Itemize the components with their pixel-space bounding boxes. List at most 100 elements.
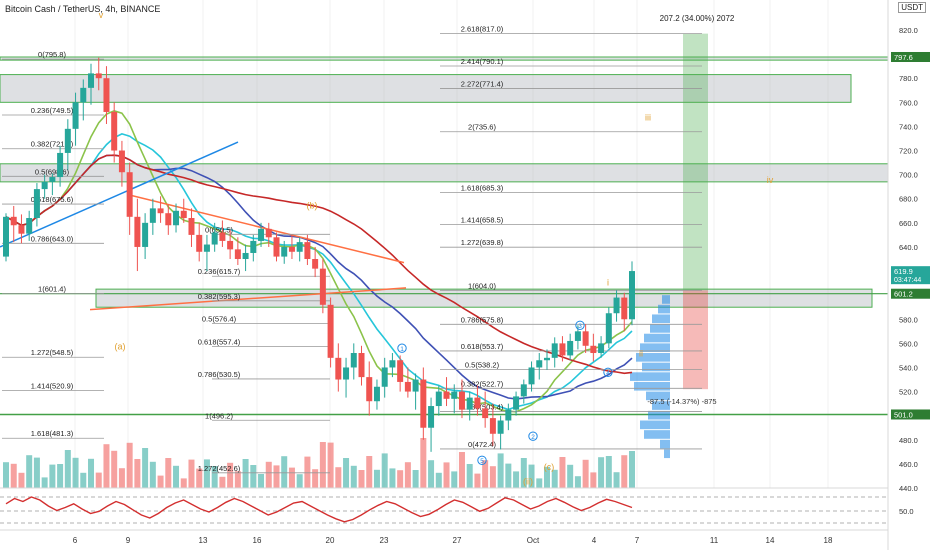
profile-bar xyxy=(644,430,670,439)
volume-bar xyxy=(258,474,265,488)
volume-bar xyxy=(41,477,48,488)
volume-bar xyxy=(103,444,110,488)
oscillator-pane xyxy=(0,490,888,530)
y-tick-label: 560.0 xyxy=(899,339,918,348)
volume-bar xyxy=(358,470,365,488)
volume-bar xyxy=(513,471,520,488)
fib-left-label: 1.414(520.9) xyxy=(31,381,74,390)
fib-right-label: 0.786(575.8) xyxy=(461,315,504,324)
profile-bar xyxy=(640,420,670,430)
candle-body xyxy=(219,232,226,241)
fib-left-label: 0.618(675.6) xyxy=(31,195,74,204)
zones-layer xyxy=(0,33,889,416)
candle-body xyxy=(103,78,110,112)
y-tick-label: 460.0 xyxy=(899,460,918,469)
y-tick-label: 640.0 xyxy=(899,243,918,252)
volume-bar xyxy=(590,472,597,488)
volume-bar xyxy=(64,450,71,488)
candle-body xyxy=(18,225,25,234)
candle-body xyxy=(33,189,40,219)
candle-body xyxy=(188,218,195,235)
volume-bar xyxy=(466,464,473,488)
profile-bar xyxy=(650,324,670,333)
candle-body xyxy=(567,340,574,356)
wave-circle-label: 1 xyxy=(400,346,404,353)
volume-bar xyxy=(443,462,450,488)
fib-left-label: 0.382(721.5) xyxy=(31,140,74,149)
price-tag xyxy=(891,266,930,285)
y-tick-label: 520.0 xyxy=(899,388,918,397)
volume-bar xyxy=(196,468,203,488)
price-tag xyxy=(891,51,930,62)
y-tick-label: 660.0 xyxy=(899,219,918,228)
volume-bar xyxy=(10,463,17,488)
wave-circle xyxy=(397,343,407,353)
ma-line-red xyxy=(5,154,633,375)
wave-label: (c) xyxy=(544,462,555,472)
fib-left-label: 0.5(698.6) xyxy=(35,167,70,176)
volume-bar xyxy=(111,450,118,488)
wave-circle-label: 5 xyxy=(480,458,484,465)
candle-body xyxy=(211,232,218,245)
profile-bar xyxy=(636,353,670,362)
volume-bar xyxy=(574,476,581,488)
volume-bar xyxy=(134,459,141,488)
volume-bar xyxy=(26,455,33,488)
volume-bar xyxy=(397,470,404,488)
candle-body xyxy=(118,150,125,173)
candle-body xyxy=(520,384,527,397)
candle-body xyxy=(621,297,628,320)
y-tick-label: 680.0 xyxy=(899,195,918,204)
fib-left-label: 0.786(643.0) xyxy=(31,234,74,243)
wave-label: (ii) xyxy=(523,476,533,486)
volume-bar xyxy=(543,466,550,488)
volume-bar xyxy=(180,478,187,488)
oscillator-tick: 50.0 xyxy=(899,507,914,516)
wave-circle xyxy=(477,455,487,465)
candle-body xyxy=(180,210,187,219)
candle-body xyxy=(80,87,87,103)
volume-bar xyxy=(118,468,125,488)
candle-body xyxy=(574,331,581,341)
y-tick-label: 780.0 xyxy=(899,74,918,83)
fib-right-label: 1.272(639.8) xyxy=(461,238,504,247)
volume-bar xyxy=(3,462,9,488)
candle-body xyxy=(142,222,149,247)
y-tick-label: 440.0 xyxy=(899,484,918,493)
candle-body xyxy=(389,360,396,368)
volume-bar xyxy=(149,461,156,488)
volume-profile xyxy=(630,295,670,459)
volume-bar xyxy=(95,472,102,488)
candle-body xyxy=(381,367,388,387)
volume-bar xyxy=(420,438,427,488)
x-tick-label: 18 xyxy=(824,536,833,545)
candle-body xyxy=(111,111,118,151)
candle-body xyxy=(598,343,605,354)
annotations: 207.2 (34.00%) 2072 -87.5 (-14.37%) -875 (… xyxy=(99,10,774,486)
candle-body xyxy=(435,391,442,407)
candle-body xyxy=(296,242,303,252)
target-label: 207.2 (34.00%) 2072 xyxy=(660,14,735,23)
candle-body xyxy=(412,379,419,392)
fib-mid-label: 1(496.2) xyxy=(205,411,233,420)
currency-badge[interactable]: USDT xyxy=(898,2,926,13)
candle-body xyxy=(227,240,234,250)
volume-bar xyxy=(273,465,280,488)
volume-bar xyxy=(165,458,172,488)
candle-body xyxy=(335,357,342,380)
volume-bar xyxy=(288,467,295,488)
fib-mid-label: 0.786(530.5) xyxy=(198,370,241,379)
candles xyxy=(3,57,635,452)
candle-body xyxy=(265,228,272,238)
candle-body xyxy=(420,379,427,428)
fib-left-label: 0(795.8) xyxy=(38,50,66,59)
candle-body xyxy=(358,353,365,378)
volume-bar xyxy=(126,442,133,488)
profile-bar xyxy=(646,391,670,401)
y-tick-label: 720.0 xyxy=(899,147,918,156)
candle-body xyxy=(428,406,435,428)
candle-body xyxy=(10,216,17,226)
volume-bar xyxy=(250,465,257,488)
wave-label: (a) xyxy=(115,341,126,351)
